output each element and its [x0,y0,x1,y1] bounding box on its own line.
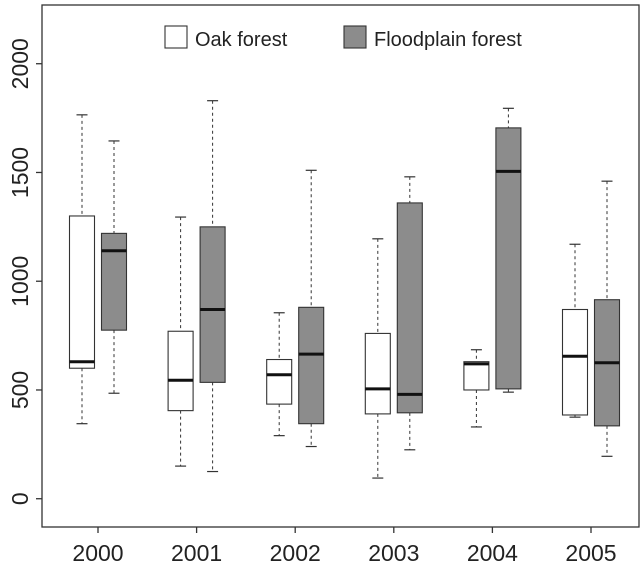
legend-label-oak: Oak forest [195,29,288,51]
box-2000-floodplain [100,140,128,394]
x-axis: 2000 2001 2002 2003 2004 2005 [72,527,617,566]
y-tick-label: 1000 [7,256,33,307]
x-tick-label: 2000 [72,540,123,566]
y-tick-label: 500 [7,371,33,409]
legend: Oak forest Floodplain forest [164,25,522,51]
box-2001-oak [167,216,194,467]
box-2000-oak [68,114,96,425]
box-iqr [495,127,522,390]
box-iqr [396,202,423,414]
x-tick-label: 2005 [565,540,616,566]
box-iqr [298,306,325,425]
box-2003-oak [364,238,391,479]
x-tick-label: 2002 [270,540,321,566]
y-axis: 0 500 1000 1500 2000 [7,38,42,505]
box-iqr [364,332,391,415]
box-2001-floodplain [199,100,226,473]
box-2004-oak [463,349,490,428]
box-iqr [167,330,194,412]
y-tick-label: 0 [7,492,33,505]
legend-swatch-oak [164,25,188,49]
box-series [68,100,621,479]
x-tick-label: 2001 [171,540,222,566]
y-tick-label: 2000 [7,38,33,89]
legend-label-floodplain: Floodplain forest [374,29,522,51]
legend-swatch-floodplain [343,25,367,49]
box-2004-floodplain [495,107,522,393]
box-iqr [561,308,589,416]
box-2003-floodplain [396,176,423,451]
box-2002-floodplain [298,169,325,448]
box-iqr [463,361,490,391]
box-iqr [199,226,226,383]
y-tick-label: 1500 [7,147,33,198]
box-iqr [68,215,96,369]
box-iqr [266,358,293,405]
box-2005-oak [561,243,589,418]
box-2002-oak [266,312,293,437]
box-iqr [100,232,128,331]
box-2005-floodplain [593,180,621,457]
plot-frame [41,4,640,528]
x-tick-label: 2003 [368,540,419,566]
x-tick-label: 2004 [467,540,518,566]
